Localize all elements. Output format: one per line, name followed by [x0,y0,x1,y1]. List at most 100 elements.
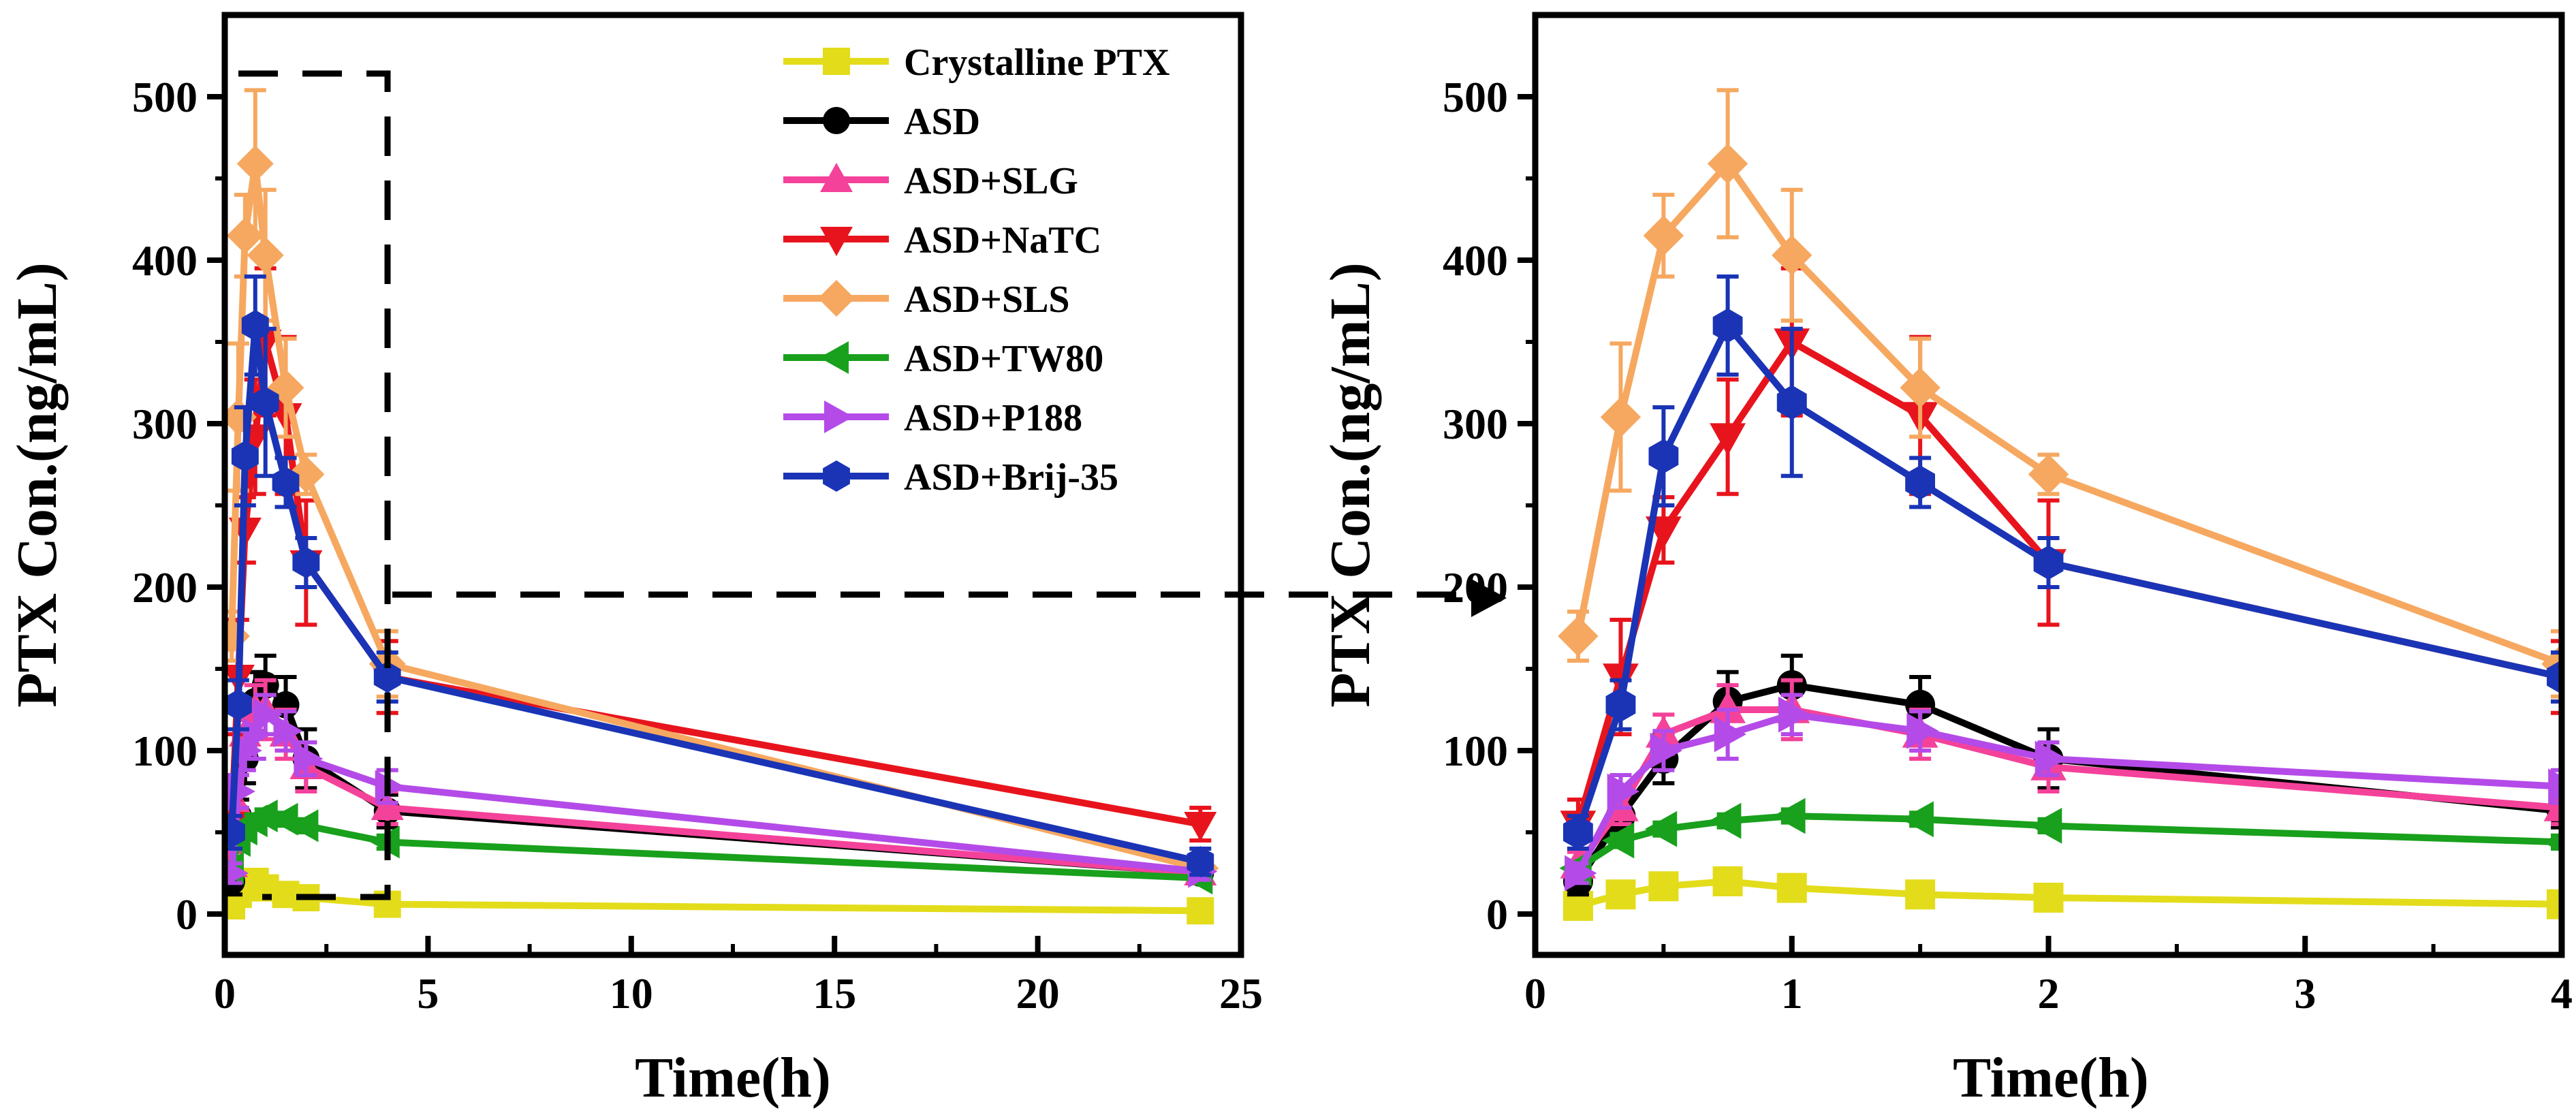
left-y-tick-label: 300 [132,400,198,448]
legend-label: ASD+SLG [904,160,1078,202]
left-point-asd-brij-35 [272,467,300,499]
right-point-asd-p188 [1906,712,1939,749]
right-point-asd-brij-35 [1648,439,1679,474]
right-point-asd-brij-35 [1776,385,1807,420]
right-line-asd-sls [1575,160,2562,667]
left-y-tick-label: 400 [132,236,198,285]
left-x-tick-label: 10 [610,969,653,1018]
left-point-asd-brij-35 [1187,846,1214,878]
right-point-asd-tw80 [1601,822,1635,859]
y-axis-title-left: PTX Con.(ng/mL) [5,262,69,707]
right-point-asd-p188 [1714,716,1747,753]
right-y-tick-label: 400 [1443,236,1508,285]
y-axis-title-right: PTX Con.(ng/mL) [1319,262,1382,707]
right-point-asd-brij-35 [1605,687,1636,723]
right-point-crystalline-ptx [2547,889,2562,919]
right-point-asd-sls [1772,235,1812,276]
left-point-asd-sls [226,217,264,254]
legend-item-asd-brij-35: ASD+Brij-35 [783,456,1118,499]
right-point-asd-p188 [1778,696,1811,733]
right-y-tick-label: 100 [1443,727,1508,775]
right-point-asd-tw80 [1644,811,1678,847]
right-point-asd-p188 [1650,732,1682,769]
legend-item-asd-sls: ASD+SLS [783,279,1070,321]
legend-label: ASD+P188 [904,397,1082,439]
full-time-course-panel: 0 5 10 15 20 25 0 100 200 300 400 500 Time(h) PTX C… [5,12,1263,1110]
right-point-asd-tw80 [2030,808,2062,844]
legend-item-asd-tw80: ASD+TW80 [783,338,1103,380]
left-y-tick-label: 100 [132,727,198,775]
right-series-asd-sls [1558,88,2562,699]
right-point-asd-tw80 [1773,798,1806,834]
left-point-asd-brij-35 [292,547,320,578]
right-line-asd-natc [1575,339,2562,825]
left-x-tick-label: 5 [417,969,439,1018]
right-point-crystalline-ptx [2033,883,2064,913]
right-x-tick-label: 3 [2294,969,2316,1018]
right-point-crystalline-ptx [1648,871,1679,902]
left-point-asd-brij-35 [373,661,401,693]
left-y-tick-label: 200 [132,563,198,612]
right-point-asd-p188 [1565,855,1597,892]
left-series-asd-brij-35 [225,274,1214,878]
right-point-crystalline-ptx [1712,866,1743,896]
right-point-asd-p188 [1607,773,1639,810]
left-line-asd-sls [227,160,1201,872]
right-line-asd-p188 [1575,711,2562,875]
legend-swatch-marker [823,48,850,75]
left-point-asd-sls [225,618,250,655]
zoom-region-box [238,70,391,900]
left-x-tick-label: 20 [1016,969,1060,1018]
right-y-tick-label: 300 [1443,400,1508,448]
legend-label: ASD+TW80 [904,338,1103,380]
left-point-asd-brij-35 [231,441,259,472]
left-point-asd-natc [1184,812,1217,841]
legend-item-asd-slg: ASD+SLG [783,160,1078,202]
legend-label: ASD+Brij-35 [904,456,1118,499]
legend-item-asd-p188: ASD+P188 [783,397,1082,439]
right-y-tick-label: 0 [1486,890,1508,939]
left-series-asd-p188 [225,693,1218,888]
right-x-tick-label: 2 [2038,969,2060,1018]
left-x-tick-label: 0 [214,969,236,1018]
right-point-asd-tw80 [2543,832,2562,853]
left-point-asd-p188 [232,734,262,767]
left-series-crystalline-ptx [225,868,1214,925]
legend-swatch-marker [818,280,855,317]
right-point-crystalline-ptx [1562,891,1593,921]
left-point-asd-brij-35 [251,386,279,418]
left-point-asd-sls [236,145,274,183]
left-point-crystalline-ptx [1187,897,1214,925]
right-point-asd-sls [1900,367,1941,408]
left-x-tick-label: 25 [1219,969,1263,1018]
legend-swatch-marker [820,227,853,256]
legend-label: ASD+NaTC [904,219,1101,262]
right-point-crystalline-ptx [1776,872,1807,903]
left-y-tick-label: 500 [132,73,198,121]
right-point-asd-sls [1600,396,1642,438]
right-point-asd-sls [1558,616,1599,657]
right-point-crystalline-ptx [1605,879,1636,910]
left-point-asd-tw80 [248,800,278,832]
legend: Crystalline PTX ASD ASD+SLG ASD+NaTC ASD+SLS… [783,42,1169,499]
right-x-tick-label: 4 [2551,969,2573,1018]
legend-item-asd: ASD [783,101,980,143]
right-point-asd-p188 [2035,740,2067,777]
left-point-asd-brij-35 [225,817,245,848]
right-point-asd-slg [2543,789,2562,821]
right-point-asd-sls [1707,143,1748,185]
zoom-annotation [238,70,1507,900]
left-series-asd-tw80 [225,800,1213,895]
right-point-asd-sls [2028,454,2069,495]
x-axis-title-right: Time(h) [1953,1046,2149,1110]
right-point-asd-sls [1643,215,1684,256]
legend-item-asd-natc: ASD+NaTC [783,219,1101,262]
right-point-asd-brij-35 [1712,308,1743,343]
left-point-asd-tw80 [289,809,319,843]
zoomed-panel: 0 1 2 3 4 0 100 200 300 400 500 Time(h) PTX Con.(n… [1319,12,2573,1110]
right-series-asd-tw80 [1559,798,2562,887]
legend-item-crystalline-ptx: Crystalline PTX [783,42,1169,84]
right-line-asd-brij-35 [1575,322,2562,834]
right-point-asd-tw80 [1709,802,1742,839]
